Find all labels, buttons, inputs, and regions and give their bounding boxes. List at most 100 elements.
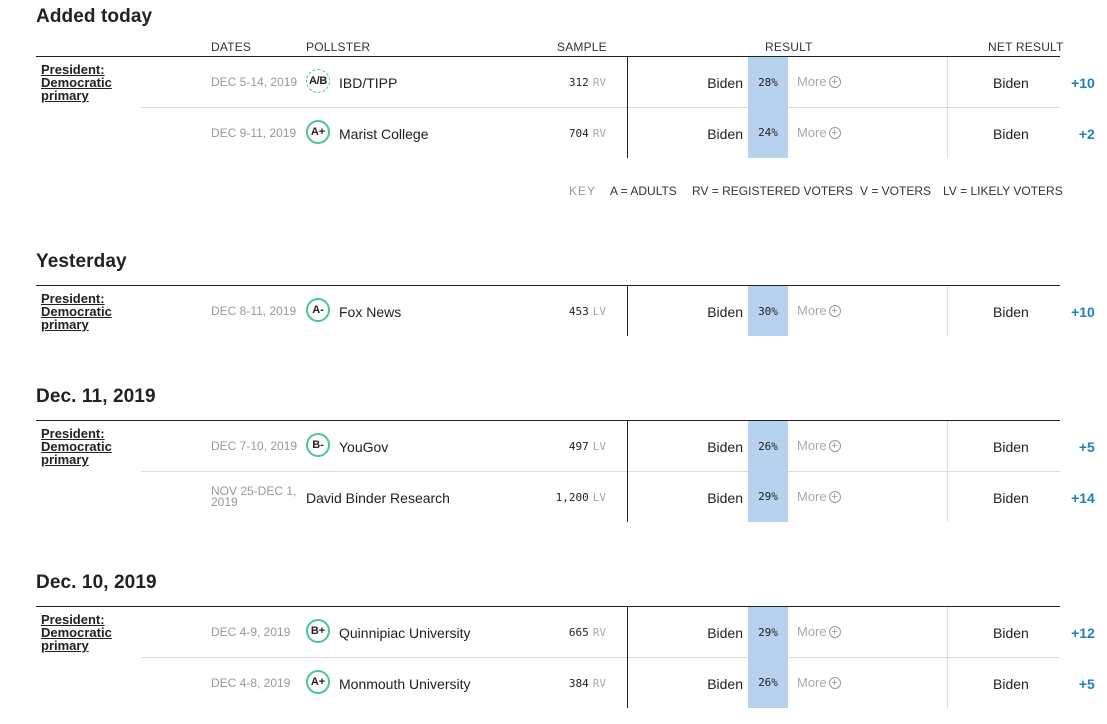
row-separator [141, 471, 1060, 472]
pollster-grade-badge[interactable]: A+ [306, 120, 330, 144]
key-voters: V = VOTERS [860, 184, 932, 198]
pollster-grade-badge[interactable]: A/B [306, 69, 330, 93]
net-result: Biden +14 [993, 490, 1095, 506]
net-result: Biden +10 [993, 75, 1095, 91]
net-margin: +10 [1071, 75, 1095, 91]
key-likely-voters: LV = LIKELY VOTERS [943, 184, 1063, 198]
result-candidate: Biden [707, 304, 743, 320]
pollster-name[interactable]: Monmouth University [339, 676, 471, 692]
poll-dates: DEC 8-11, 2019 [211, 304, 297, 318]
column-divider [947, 657, 948, 708]
more-label: More [797, 303, 827, 318]
race-link[interactable]: President: Democratic primary [41, 426, 112, 467]
poll-dates: DEC 5-14, 2019 [211, 75, 298, 89]
plus-circle-icon: + [828, 126, 841, 139]
race-link[interactable]: President: Democratic primary [41, 62, 112, 103]
pollster-name[interactable]: IBD/TIPP [339, 75, 398, 91]
more-label: More [797, 74, 827, 89]
race-link[interactable]: President: Democratic primary [41, 291, 112, 332]
sample-size: 665 [568, 626, 589, 639]
net-margin: +12 [1071, 625, 1095, 641]
result-percent: 29% [748, 471, 788, 522]
more-button[interactable]: More + [797, 489, 841, 504]
result-percent: 30% [748, 286, 788, 336]
sample-type: LV [592, 491, 606, 504]
more-button[interactable]: More + [797, 675, 841, 690]
key-label: KEY [569, 184, 597, 198]
race-link[interactable]: President: Democratic primary [41, 612, 112, 653]
section-rule [36, 606, 1060, 607]
poll-row: DEC 4-9, 2019 B+ Quinnipiac University 6… [0, 607, 1107, 658]
section-rule [36, 420, 1060, 421]
pollster-grade-badge[interactable]: A- [306, 298, 330, 322]
column-divider [947, 107, 948, 158]
section-rule [36, 285, 1060, 286]
column-header-net-result: NET RESULT [988, 40, 1064, 54]
poll-sample: 665 RV [569, 626, 606, 639]
column-header-dates: DATES [211, 40, 252, 54]
pollster-name[interactable]: YouGov [339, 439, 389, 455]
poll-row: DEC 5-14, 2019 A/B IBD/TIPP 312 RV Biden … [0, 57, 1107, 108]
sample-size: 1,200 [555, 491, 589, 504]
column-divider [627, 57, 628, 108]
column-divider [627, 286, 628, 336]
net-candidate: Biden [993, 625, 1029, 641]
result-candidate: Biden [707, 625, 743, 641]
more-label: More [797, 675, 827, 690]
more-button[interactable]: More + [797, 125, 841, 140]
poll-row: DEC 4-8, 2019 A+ Monmouth University 384… [0, 657, 1107, 708]
result-candidate: Biden [707, 126, 743, 142]
pollster-name[interactable]: Fox News [339, 304, 402, 320]
poll-dates: DEC 7-10, 2019 [211, 439, 298, 453]
pollster-name[interactable]: David Binder Research [306, 490, 450, 506]
poll-sample: 497 LV [569, 440, 606, 453]
poll-dates: DEC 4-8, 2019 [211, 676, 291, 690]
pollster-name[interactable]: Quinnipiac University [339, 625, 471, 641]
pollster-name[interactable]: Marist College [339, 126, 429, 142]
plus-circle-icon: + [828, 75, 841, 88]
more-button[interactable]: More + [797, 438, 841, 453]
row-separator [141, 107, 1060, 108]
net-margin: +2 [1078, 126, 1095, 142]
poll-sample: 704 RV [569, 127, 606, 140]
net-candidate: Biden [993, 75, 1029, 91]
poll-row: DEC 7-10, 2019 B- YouGov 497 LV Biden 26%… [0, 421, 1107, 472]
column-header-result: RESULT [765, 40, 813, 54]
section-title: Dec. 11, 2019 [36, 386, 156, 407]
net-candidate: Biden [993, 439, 1029, 455]
column-divider [627, 607, 628, 658]
result-percent: 28% [748, 57, 788, 108]
section-title: Yesterday [36, 251, 127, 272]
plus-circle-icon: + [828, 625, 841, 638]
poll-dates: DEC 9-11, 2019 [211, 126, 297, 140]
poll-sample: 312 RV [569, 76, 606, 89]
column-divider [947, 471, 948, 522]
sample-type: LV [592, 440, 606, 453]
result-candidate: Biden [707, 439, 743, 455]
plus-circle-icon: + [828, 490, 841, 503]
more-label: More [797, 125, 827, 140]
result-percent: 29% [748, 607, 788, 658]
pollster-grade-badge[interactable]: B+ [306, 619, 330, 643]
section-title: Dec. 10, 2019 [36, 572, 157, 593]
poll-row: NOV 25-DEC 1, 2019 David Binder Research… [0, 471, 1107, 522]
result-candidate: Biden [707, 490, 743, 506]
key-adults: A = ADULTS [610, 184, 677, 198]
result-percent: 24% [748, 107, 788, 158]
more-button[interactable]: More + [797, 74, 841, 89]
net-candidate: Biden [993, 304, 1029, 320]
sample-size: 384 [568, 677, 589, 690]
result-candidate: Biden [707, 75, 743, 91]
net-margin: +10 [1071, 304, 1095, 320]
more-button[interactable]: More + [797, 624, 841, 639]
pollster-grade-badge[interactable]: B- [306, 433, 330, 457]
column-divider [627, 471, 628, 522]
more-button[interactable]: More + [797, 303, 841, 318]
net-result: Biden +5 [993, 676, 1095, 692]
net-candidate: Biden [993, 126, 1029, 142]
poll-row: DEC 9-11, 2019 A+ Marist College 704 RV B… [0, 107, 1107, 158]
plus-circle-icon: + [828, 304, 841, 317]
pollster-grade-badge[interactable]: A+ [306, 670, 330, 694]
net-margin: +5 [1078, 439, 1095, 455]
sample-size: 704 [568, 127, 589, 140]
